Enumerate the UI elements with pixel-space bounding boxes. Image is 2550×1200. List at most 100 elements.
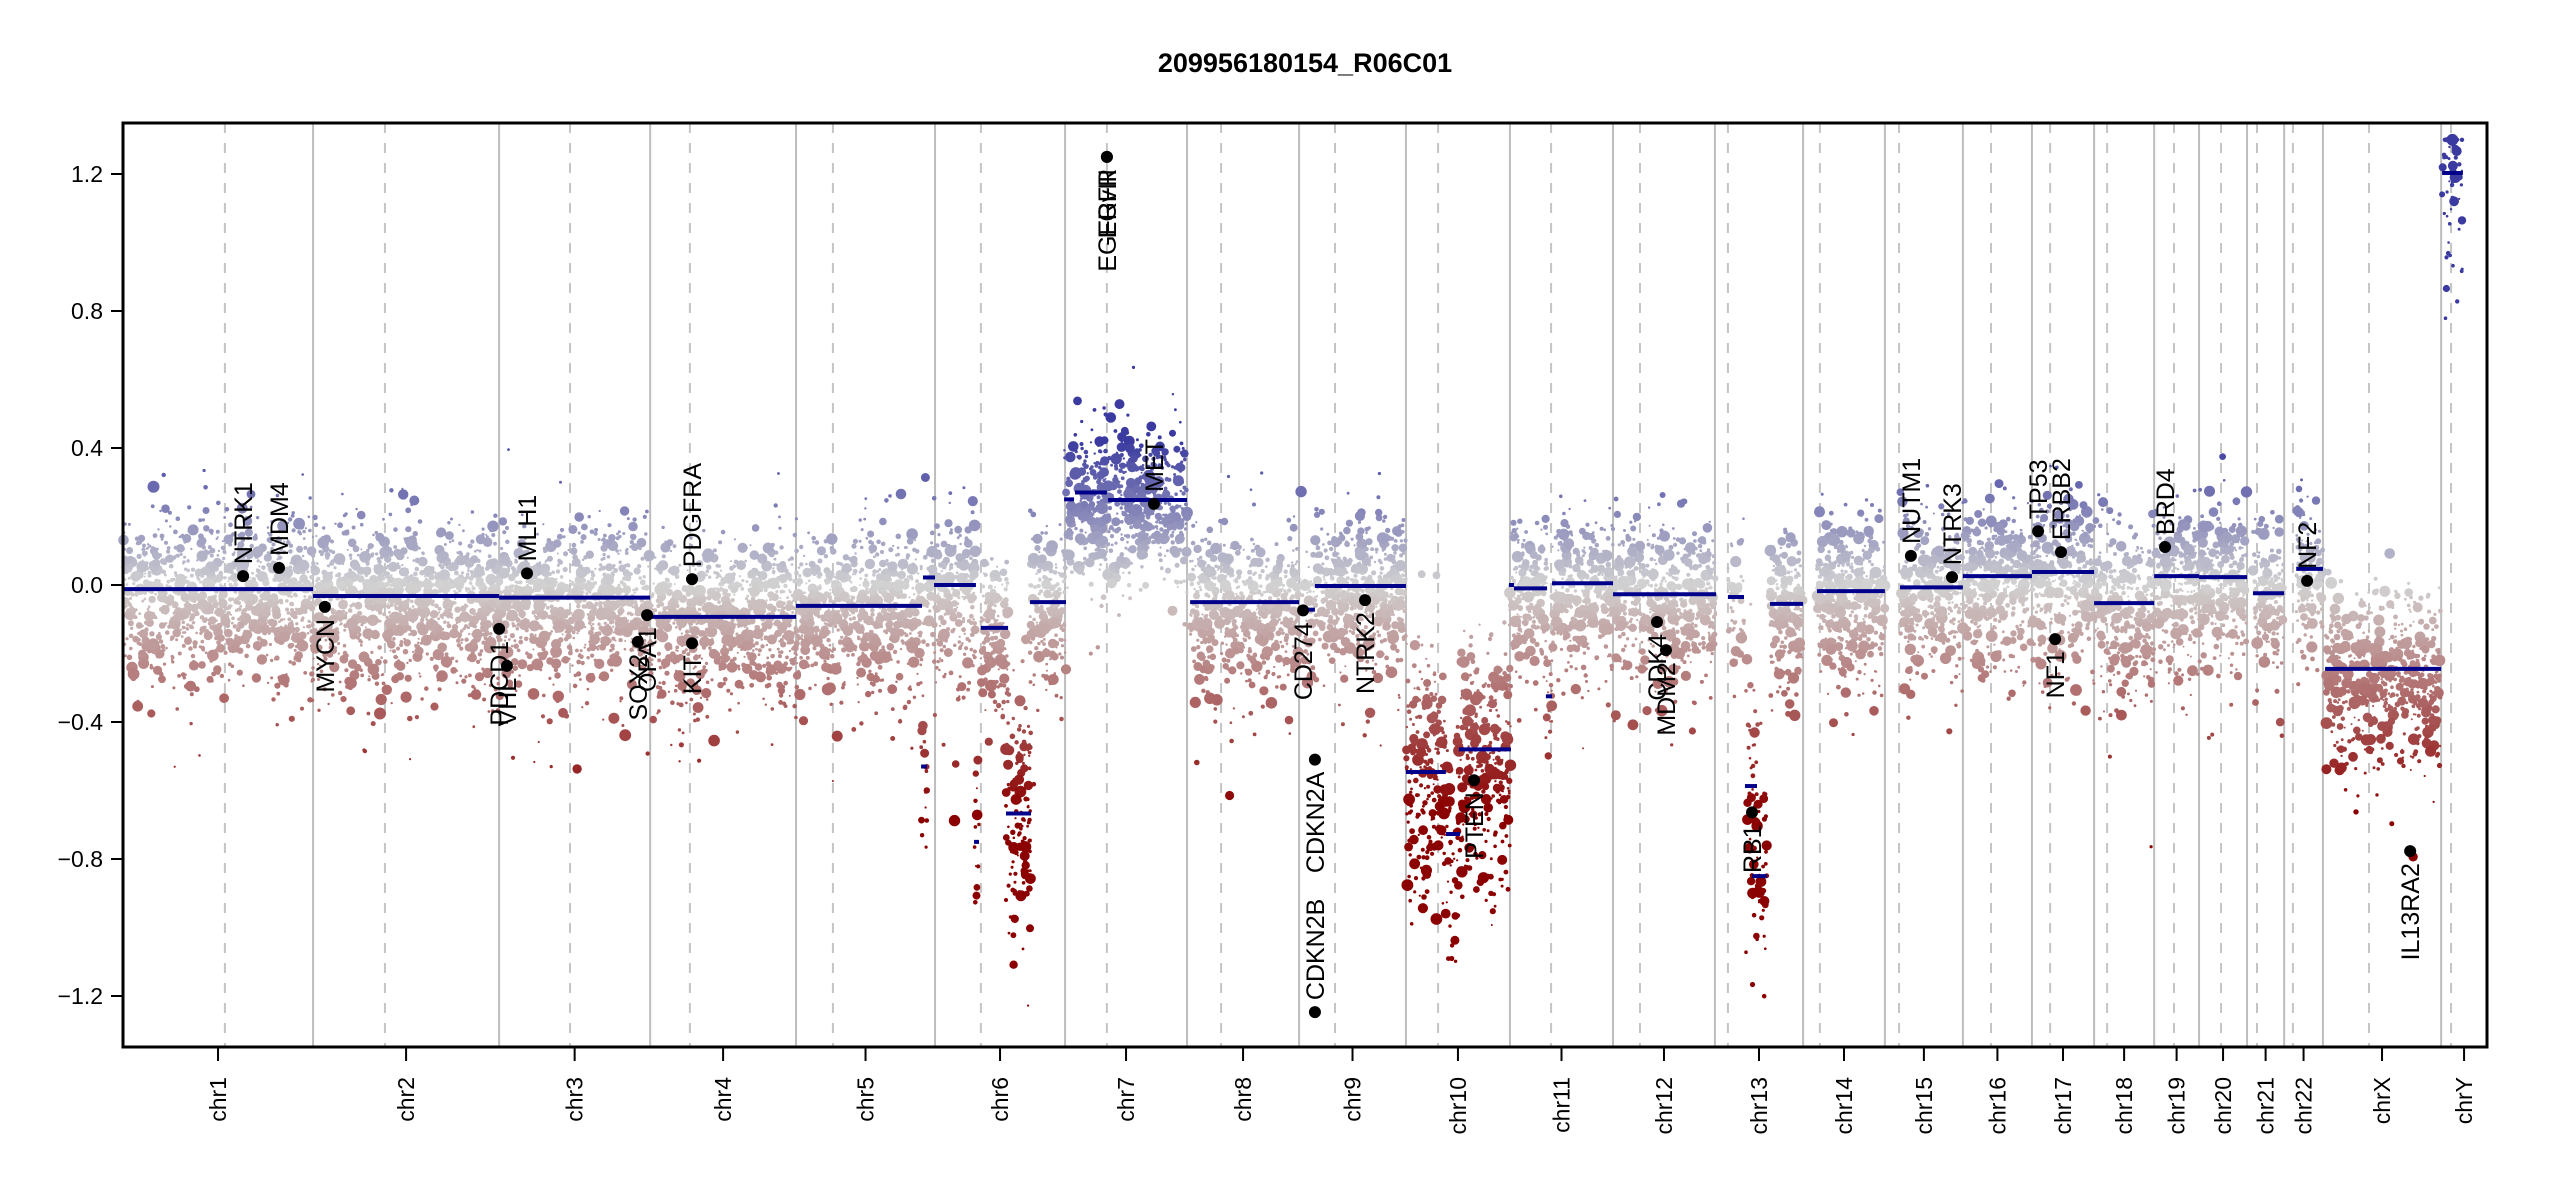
probe-point (297, 633, 303, 638)
probe-point (822, 666, 827, 671)
probe-point (412, 531, 418, 537)
probe-point (187, 636, 191, 640)
probe-point (770, 707, 775, 711)
probe-point (546, 657, 554, 665)
probe-point (439, 631, 449, 641)
probe-point (187, 524, 199, 536)
probe-point (600, 637, 604, 641)
probe-point (955, 571, 959, 575)
probe-point (204, 617, 207, 620)
probe-point (315, 588, 319, 592)
probe-point (162, 662, 167, 666)
probe-point (958, 675, 962, 679)
probe-point (498, 610, 502, 614)
probe-point (584, 643, 587, 646)
probe-point (544, 577, 547, 580)
probe-point (434, 579, 445, 589)
probe-point (656, 604, 661, 608)
probe-point (598, 509, 601, 513)
probe-point (756, 671, 763, 677)
probe-point (572, 683, 578, 689)
probe-point (840, 626, 845, 631)
probe-point (455, 681, 459, 685)
probe-point (164, 612, 168, 615)
probe-point (832, 580, 837, 585)
probe-point (375, 532, 385, 542)
probe-point (534, 659, 538, 664)
probe-point (359, 522, 364, 527)
probe-point (157, 528, 160, 531)
probe-point (831, 780, 834, 782)
probe-point (259, 608, 263, 612)
probe-point (564, 609, 571, 616)
probe-point (989, 600, 994, 605)
probe-point (381, 576, 386, 581)
probe-point (484, 586, 488, 590)
probe-point (590, 626, 595, 631)
probe-point (170, 635, 175, 640)
probe-point (546, 555, 553, 562)
probe-point (905, 556, 910, 560)
probe-point (829, 588, 832, 592)
probe-point (779, 663, 785, 669)
probe-point (704, 641, 708, 645)
probe-point (686, 586, 691, 590)
probe-point (590, 570, 595, 574)
probe-point (633, 604, 639, 609)
probe-point (802, 567, 813, 578)
probe-point (570, 547, 578, 555)
probe-point (344, 573, 349, 578)
probe-point (479, 597, 485, 603)
probe-point (470, 510, 475, 514)
probe-point (526, 664, 534, 672)
probe-point (847, 575, 852, 580)
probe-point (175, 516, 181, 521)
probe-point (223, 576, 227, 580)
probe-point (533, 614, 537, 618)
probe-point (791, 657, 796, 663)
probe-point (316, 599, 319, 603)
probe-point (329, 560, 335, 566)
probe-point (367, 663, 380, 676)
probe-point (390, 702, 393, 705)
probe-point (973, 755, 983, 765)
probe-point (198, 533, 204, 540)
probe-point (629, 647, 634, 652)
probe-point (132, 581, 136, 586)
probe-point (552, 656, 555, 659)
probe-point (798, 659, 809, 670)
probe-point (794, 684, 800, 690)
probe-point (340, 696, 347, 703)
probe-point (518, 619, 531, 631)
probe-point (909, 688, 913, 691)
probe-point (568, 525, 578, 534)
probe-point (996, 614, 1000, 618)
probe-point (951, 760, 960, 768)
probe-point (277, 636, 281, 641)
probe-point (558, 707, 568, 718)
probe-point (883, 598, 888, 603)
probe-point (661, 525, 665, 530)
probe-point (451, 671, 455, 674)
probe-point (453, 601, 457, 605)
probe-point (128, 596, 132, 601)
probe-point (258, 614, 263, 619)
probe-point (1005, 581, 1010, 585)
probe-point (615, 536, 620, 541)
probe-point (435, 628, 440, 633)
probe-point (994, 618, 997, 622)
probe-point (720, 653, 730, 663)
probe-point (732, 564, 737, 569)
probe-point (940, 570, 943, 573)
probe-point (970, 549, 974, 553)
probe-point (864, 573, 869, 578)
probe-point (185, 627, 189, 631)
probe-point (295, 607, 303, 616)
probe-point (177, 626, 180, 630)
probe-point (719, 575, 722, 578)
probe-point (395, 655, 399, 659)
probe-point (218, 570, 224, 576)
probe-point (484, 621, 486, 624)
probe-point (593, 581, 597, 585)
probe-point (166, 546, 171, 550)
